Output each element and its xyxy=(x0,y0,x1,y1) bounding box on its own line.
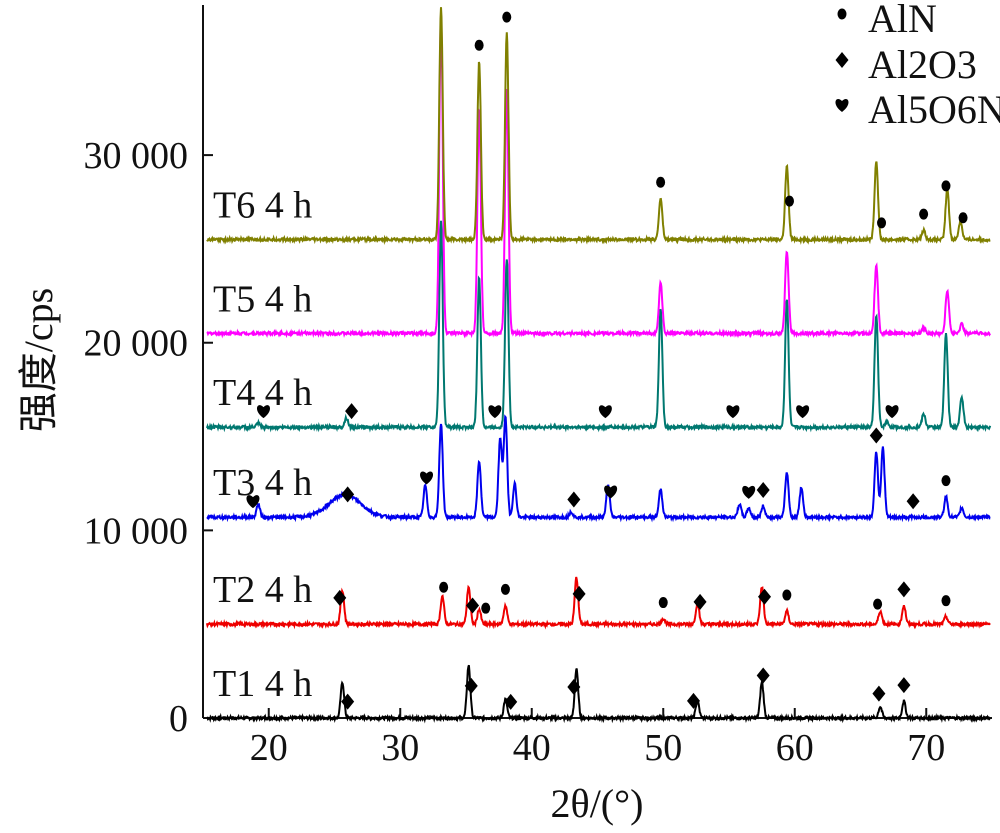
series-line xyxy=(206,664,991,724)
aln-marker xyxy=(782,589,792,601)
series-line xyxy=(206,414,991,523)
aln-marker xyxy=(941,180,951,192)
legend-entry: Al5O6N xyxy=(868,87,1000,132)
al2o3-marker xyxy=(756,667,770,684)
al5o6n-marker xyxy=(726,405,740,419)
x-tick-label: 40 xyxy=(513,727,551,769)
al2o3-marker xyxy=(345,403,359,420)
aln-marker xyxy=(941,475,951,487)
x-tick-label: 60 xyxy=(776,727,814,769)
aln-marker xyxy=(481,602,491,614)
al2o3-marker xyxy=(897,677,911,694)
series-label: T2 4 h xyxy=(213,569,312,611)
al2o3-marker xyxy=(504,693,518,710)
aln-marker xyxy=(502,11,512,23)
legend-entry: Al2O3 xyxy=(868,42,977,87)
al5o6n-marker xyxy=(885,405,899,419)
al2o3-marker xyxy=(333,589,347,606)
y-tick-label: 30 000 xyxy=(84,135,189,177)
series-label: T6 4 h xyxy=(213,185,312,227)
al5o6n-marker xyxy=(598,405,612,419)
series-line xyxy=(205,220,992,433)
y-axis-title: 强度/cps xyxy=(16,288,61,432)
al2o3-marker xyxy=(466,597,480,614)
al5o6n-marker xyxy=(256,405,270,419)
al2o3-marker xyxy=(869,427,883,444)
al5o6n-marker xyxy=(604,485,618,499)
al2o3-marker xyxy=(897,581,911,598)
al2o3-marker xyxy=(341,693,355,710)
series-line xyxy=(206,14,991,339)
legend-entry: AlN xyxy=(868,0,937,41)
al2o3-marker xyxy=(341,486,355,503)
y-tick-label: 10 000 xyxy=(84,510,189,552)
al5o6n-marker xyxy=(835,99,849,112)
aln-marker xyxy=(919,208,929,220)
markers-group xyxy=(246,8,968,710)
al5o6n-marker xyxy=(796,405,810,419)
aln-marker xyxy=(784,195,794,207)
al2o3-marker xyxy=(872,685,886,702)
series-label: T1 4 h xyxy=(213,663,312,705)
ticks: 20 30 40 50 60 70 0 10 000 20 000 30 000 xyxy=(84,135,946,769)
series-label: T5 4 h xyxy=(213,278,312,320)
al2o3-marker xyxy=(693,593,707,610)
al2o3-marker xyxy=(906,493,920,510)
x-tick-label: 30 xyxy=(381,727,419,769)
aln-marker xyxy=(439,581,449,593)
al5o6n-marker xyxy=(420,471,434,485)
y-tick-label: 0 xyxy=(169,698,188,740)
aln-marker xyxy=(474,39,484,51)
x-tick-label: 70 xyxy=(907,727,945,769)
aln-marker xyxy=(958,212,968,224)
aln-marker xyxy=(873,598,883,610)
x-axis-title: 2θ/(°) xyxy=(551,781,644,826)
al2o3-marker xyxy=(567,679,581,696)
y-tick-label: 20 000 xyxy=(84,323,189,365)
al2o3-marker xyxy=(686,692,700,709)
aln-marker xyxy=(837,8,847,20)
al2o3-marker xyxy=(567,491,581,508)
al2o3-marker xyxy=(464,677,478,694)
aln-marker xyxy=(941,595,951,607)
x-tick-label: 20 xyxy=(250,727,288,769)
al5o6n-marker xyxy=(742,485,756,499)
aln-marker xyxy=(500,583,510,595)
al5o6n-marker xyxy=(246,495,260,509)
aln-marker xyxy=(656,176,666,188)
series-labels: T1 4 h T2 4 h T3 4 h T4 4 h T5 4 h T6 4 h xyxy=(213,185,312,705)
series-group xyxy=(205,7,992,724)
al2o3-marker xyxy=(756,481,770,498)
series-line xyxy=(205,576,991,630)
al2o3-marker xyxy=(572,585,586,602)
aln-marker xyxy=(658,597,668,609)
al2o3-marker xyxy=(758,588,772,605)
series-label: T4 4 h xyxy=(213,372,312,414)
al5o6n-marker xyxy=(488,405,502,419)
al2o3-marker xyxy=(835,52,849,68)
x-tick-label: 50 xyxy=(644,727,682,769)
series-label: T3 4 h xyxy=(213,462,312,504)
series-line xyxy=(206,7,991,245)
aln-marker xyxy=(877,217,887,229)
